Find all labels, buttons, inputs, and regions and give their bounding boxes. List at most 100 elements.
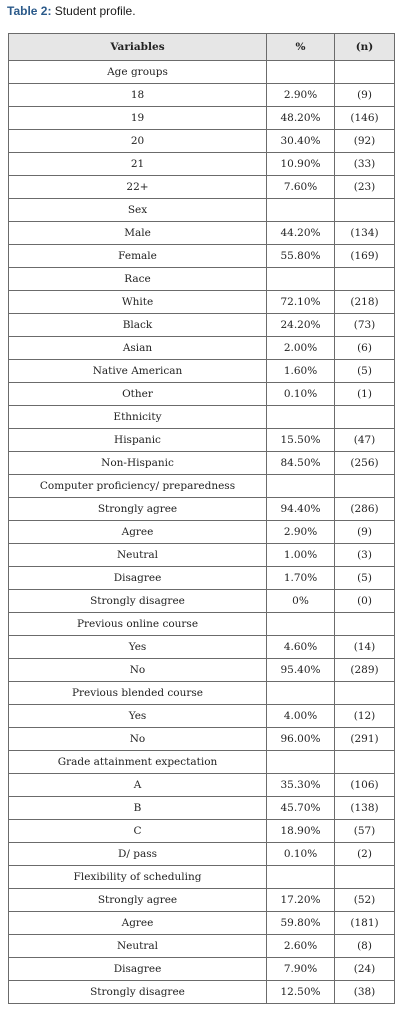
percent-cell bbox=[266, 267, 335, 291]
count-cell bbox=[334, 474, 395, 498]
count-cell: (14) bbox=[334, 635, 395, 659]
section-row: Computer proficiency/ preparedness bbox=[8, 474, 395, 498]
table-row: White 72.10% (218) bbox=[8, 290, 395, 314]
table-row: 19 48.20% (146) bbox=[8, 106, 395, 130]
variable-cell: Strongly agree bbox=[8, 497, 267, 521]
section-row: Flexibility of scheduling bbox=[8, 865, 395, 889]
percent-cell: 84.50% bbox=[266, 451, 335, 475]
variable-cell: D/ pass bbox=[8, 842, 267, 866]
student-profile-table: Variables % (n) Age groups 18 2.90% (9) 19 48… bbox=[8, 33, 395, 1004]
table-row: Agree 2.90% (9) bbox=[8, 520, 395, 544]
table-row: Neutral 2.60% (8) bbox=[8, 934, 395, 958]
table-row: No 95.40% (289) bbox=[8, 658, 395, 682]
caption-label: Table 2: bbox=[7, 4, 52, 18]
variable-cell: Disagree bbox=[8, 566, 267, 590]
percent-cell: 30.40% bbox=[266, 129, 335, 153]
variable-cell: A bbox=[8, 773, 267, 797]
percent-cell: 2.60% bbox=[266, 934, 335, 958]
variable-cell: Agree bbox=[8, 911, 267, 935]
table-row: Disagree 7.90% (24) bbox=[8, 957, 395, 981]
percent-cell: 0.10% bbox=[266, 842, 335, 866]
section-label-cell: Ethnicity bbox=[8, 405, 267, 429]
table-row: Asian 2.00% (6) bbox=[8, 336, 395, 360]
variable-cell: Native American bbox=[8, 359, 267, 383]
table-body: Age groups 18 2.90% (9) 19 48.20% (146) 20 30.40… bbox=[8, 60, 395, 1004]
percent-cell: 7.90% bbox=[266, 957, 335, 981]
header-row: Variables % (n) bbox=[8, 33, 395, 61]
count-cell bbox=[334, 60, 395, 84]
percent-cell bbox=[266, 750, 335, 774]
percent-cell bbox=[266, 612, 335, 636]
percent-cell: 35.30% bbox=[266, 773, 335, 797]
section-row: Race bbox=[8, 267, 395, 291]
table-row: Strongly disagree 12.50% (38) bbox=[8, 980, 395, 1004]
variable-cell: Asian bbox=[8, 336, 267, 360]
variable-cell: Disagree bbox=[8, 957, 267, 981]
count-cell: (6) bbox=[334, 336, 395, 360]
variable-cell: Male bbox=[8, 221, 267, 245]
count-cell: (5) bbox=[334, 359, 395, 383]
percent-cell bbox=[266, 474, 335, 498]
table-row: Strongly disagree 0% (0) bbox=[8, 589, 395, 613]
count-cell: (1) bbox=[334, 382, 395, 406]
count-cell: (218) bbox=[334, 290, 395, 314]
count-cell: (256) bbox=[334, 451, 395, 475]
count-cell: (92) bbox=[334, 129, 395, 153]
count-cell: (286) bbox=[334, 497, 395, 521]
count-cell: (138) bbox=[334, 796, 395, 820]
table-row: Female 55.80% (169) bbox=[8, 244, 395, 268]
variable-cell: C bbox=[8, 819, 267, 843]
count-cell: (146) bbox=[334, 106, 395, 130]
header-percent: % bbox=[266, 33, 335, 61]
count-cell: (0) bbox=[334, 589, 395, 613]
section-label-cell: Previous online course bbox=[8, 612, 267, 636]
count-cell: (2) bbox=[334, 842, 395, 866]
variable-cell: Black bbox=[8, 313, 267, 337]
count-cell bbox=[334, 750, 395, 774]
table-row: Agree 59.80% (181) bbox=[8, 911, 395, 935]
percent-cell: 12.50% bbox=[266, 980, 335, 1004]
count-cell: (38) bbox=[334, 980, 395, 1004]
variable-cell: Strongly agree bbox=[8, 888, 267, 912]
percent-cell: 4.00% bbox=[266, 704, 335, 728]
count-cell: (169) bbox=[334, 244, 395, 268]
variable-cell: 21 bbox=[8, 152, 267, 176]
percent-cell: 45.70% bbox=[266, 796, 335, 820]
table-row: D/ pass 0.10% (2) bbox=[8, 842, 395, 866]
count-cell: (134) bbox=[334, 221, 395, 245]
variable-cell: White bbox=[8, 290, 267, 314]
table-row: 22+ 7.60% (23) bbox=[8, 175, 395, 199]
count-cell bbox=[334, 405, 395, 429]
table-row: Yes 4.00% (12) bbox=[8, 704, 395, 728]
section-label-cell: Previous blended course bbox=[8, 681, 267, 705]
table-row: Strongly agree 94.40% (286) bbox=[8, 497, 395, 521]
percent-cell: 44.20% bbox=[266, 221, 335, 245]
percent-cell: 72.10% bbox=[266, 290, 335, 314]
variable-cell: Hispanic bbox=[8, 428, 267, 452]
variable-cell: Agree bbox=[8, 520, 267, 544]
percent-cell: 0.10% bbox=[266, 382, 335, 406]
section-row: Age groups bbox=[8, 60, 395, 84]
table-caption: Table 2: Student profile. bbox=[7, 4, 136, 18]
count-cell bbox=[334, 612, 395, 636]
percent-cell: 17.20% bbox=[266, 888, 335, 912]
variable-cell: 19 bbox=[8, 106, 267, 130]
variable-cell: Female bbox=[8, 244, 267, 268]
percent-cell: 15.50% bbox=[266, 428, 335, 452]
count-cell: (291) bbox=[334, 727, 395, 751]
count-cell: (23) bbox=[334, 175, 395, 199]
section-row: Grade attainment expectation bbox=[8, 750, 395, 774]
count-cell: (106) bbox=[334, 773, 395, 797]
variable-cell: Other bbox=[8, 382, 267, 406]
percent-cell: 59.80% bbox=[266, 911, 335, 935]
table-row: 18 2.90% (9) bbox=[8, 83, 395, 107]
table-row: Neutral 1.00% (3) bbox=[8, 543, 395, 567]
section-row: Ethnicity bbox=[8, 405, 395, 429]
count-cell: (33) bbox=[334, 152, 395, 176]
percent-cell: 94.40% bbox=[266, 497, 335, 521]
count-cell: (9) bbox=[334, 520, 395, 544]
variable-cell: 20 bbox=[8, 129, 267, 153]
percent-cell bbox=[266, 681, 335, 705]
count-cell: (289) bbox=[334, 658, 395, 682]
percent-cell: 55.80% bbox=[266, 244, 335, 268]
